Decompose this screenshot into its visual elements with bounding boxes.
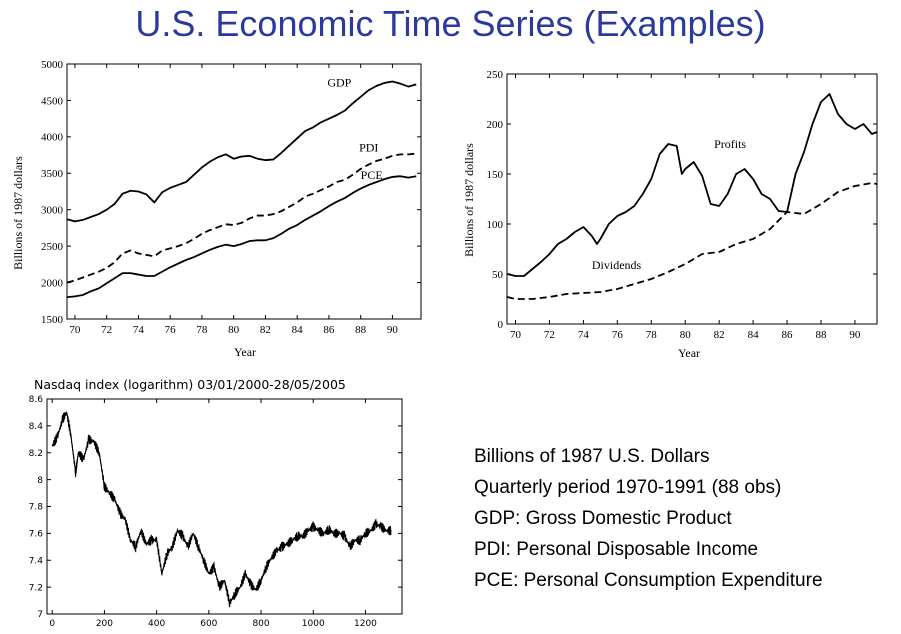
chart-nasdaq-xtick-label-600: 600: [200, 619, 217, 629]
chart-gdp-xtick-label-76: 76: [165, 324, 177, 336]
chart-nasdaq-ytick-label-8: 8: [37, 476, 43, 486]
chart-profits-xtick-label-86: 86: [782, 329, 794, 341]
chart-profits-ytick-label-200: 200: [487, 119, 504, 131]
chart-gdp-pce-series-line: [67, 175, 417, 299]
chart-nasdaq-ytick-label-7.6: 7.6: [29, 530, 44, 540]
chart-nasdaq-ytick-label-7: 7: [37, 610, 43, 620]
note-pdi: PDI: Personal Disposable Income: [474, 539, 759, 560]
gdp-pdi-pce-chart: Billions of 1987 dollars Year 70 72 74 76 78…: [11, 59, 422, 359]
chart-gdp-xtick-label-88: 88: [355, 324, 367, 336]
chart-profits-series-label-dividends: Dividends: [592, 258, 642, 272]
chart-gdp-ytick-label-4000: 4000: [41, 132, 64, 144]
chart-nasdaq-nasdaq-series-line: [51, 411, 392, 604]
chart-gdp-xtick-label-70: 70: [69, 324, 81, 336]
chart-nasdaq-series-group: [51, 410, 392, 608]
note-period: Quarterly period 1970-1991 (88 obs): [474, 477, 782, 498]
profits-x-axis-label: Year: [678, 346, 700, 360]
chart-gdp-ytick-label-2500: 2500: [41, 241, 64, 253]
chart-nasdaq-xtick-label-1200: 1200: [354, 619, 377, 629]
note-pce: PCE: Personal Consumption Expenditure: [474, 570, 823, 591]
chart-gdp-xtick-label-84: 84: [292, 324, 304, 336]
chart-profits-xtick-label-84: 84: [748, 329, 760, 341]
chart-gdp-gdp-series-line: [67, 80, 417, 223]
chart-gdp-series-group: [67, 80, 417, 299]
note-gdp: GDP: Gross Domestic Product: [474, 508, 732, 529]
chart-nasdaq-series-noise: [51, 410, 392, 608]
chart-gdp-xtick-label-74: 74: [133, 324, 145, 336]
chart-profits-xtick-label-82: 82: [714, 329, 725, 341]
chart-gdp-xtick-label-78: 78: [196, 324, 208, 336]
chart-gdp-ytick-label-1500: 1500: [41, 314, 64, 326]
chart-nasdaq-ytick-label-8.2: 8.2: [29, 449, 43, 459]
gdp-y-axis-label-wrap: Billions of 1987 dollars: [11, 156, 25, 270]
profits-y-axis-label: Billions of 1987 dollars: [462, 143, 476, 257]
chart-profits-ytick-label-150: 150: [487, 169, 504, 181]
chart-profits-series-group: [507, 93, 877, 300]
chart-nasdaq-xtick-label-0: 0: [49, 619, 55, 629]
chart-gdp-series-label-pdi: PDI: [359, 140, 378, 154]
chart-profits-ytick-label-250: 250: [487, 69, 504, 81]
chart-profits-xtick-label-74: 74: [578, 329, 590, 341]
chart-profits-series-label-profits: Profits: [714, 137, 746, 151]
chart-profits-xtick-label-72: 72: [544, 329, 555, 341]
chart-gdp-ytick-label-5000: 5000: [41, 59, 64, 71]
chart-profits-xtick-label-88: 88: [815, 329, 827, 341]
chart-profits-xtick-label-76: 76: [612, 329, 624, 341]
notes-list: Billions of 1987 U.S. Dollars Quarterly …: [474, 441, 823, 596]
chart-nasdaq-xtick-label-400: 400: [148, 619, 165, 629]
chart-gdp-ytick-label-2000: 2000: [41, 277, 64, 289]
nasdaq-chart: Nasdaq index (logarithm) 03/01/2000-28/0…: [29, 377, 403, 629]
slide-title: U.S. Economic Time Series (Examples): [135, 3, 766, 44]
chart-gdp-series-label-pce: PCE: [361, 168, 383, 182]
chart-profits-xtick-label-78: 78: [646, 329, 658, 341]
chart-profits-xtick-label-80: 80: [680, 329, 692, 341]
chart-profits-plot-frame: [506, 73, 878, 325]
gdp-y-axis-label: Billions of 1987 dollars: [11, 156, 25, 270]
chart-gdp-xtick-label-86: 86: [323, 324, 335, 336]
chart-gdp-xtick-label-80: 80: [228, 324, 240, 336]
chart-nasdaq-ytick-label-7.4: 7.4: [29, 556, 44, 566]
chart-profits-profits-series-line: [507, 93, 877, 277]
chart-profits-ytick-label-0: 0: [498, 319, 504, 331]
chart-nasdaq-ytick-label-7.8: 7.8: [29, 503, 44, 513]
gdp-x-axis-label: Year: [234, 345, 256, 359]
chart-profits-ytick-label-100: 100: [487, 219, 504, 231]
chart-profits-ytick-label-50: 50: [492, 269, 504, 281]
chart-nasdaq-xtick-label-200: 200: [96, 619, 113, 629]
chart-profits-dividends-series-line: [507, 182, 877, 300]
note-units: Billions of 1987 U.S. Dollars: [474, 446, 710, 467]
chart-gdp-ytick-label-3000: 3000: [41, 205, 64, 217]
chart-gdp-pdi-series-line: [67, 152, 417, 284]
chart-nasdaq-xtick-label-800: 800: [252, 619, 269, 629]
chart-gdp-xtick-label-82: 82: [260, 324, 271, 336]
chart-gdp-plot-frame: [66, 63, 422, 320]
chart-gdp-xtick-label-72: 72: [101, 324, 112, 336]
chart-gdp-series-label-gdp: GDP: [327, 76, 351, 90]
chart-gdp-ytick-label-3500: 3500: [41, 168, 64, 180]
chart-nasdaq-ytick-label-8.6: 8.6: [29, 395, 44, 405]
chart-nasdaq-ytick-label-8.4: 8.4: [29, 422, 44, 432]
chart-profits-xtick-label-90: 90: [849, 329, 861, 341]
nasdaq-chart-title: Nasdaq index (logarithm) 03/01/2000-28/0…: [34, 377, 346, 392]
chart-gdp-ytick-label-4500: 4500: [41, 95, 64, 107]
chart-profits-xtick-label-70: 70: [510, 329, 522, 341]
chart-gdp-xtick-label-90: 90: [387, 324, 399, 336]
chart-nasdaq-xtick-label-1000: 1000: [302, 619, 325, 629]
chart-nasdaq-ytick-label-7.2: 7.2: [29, 583, 43, 593]
profits-dividends-chart: Billions of 1987 dollars Year 70 72 74 76 78…: [462, 69, 878, 360]
